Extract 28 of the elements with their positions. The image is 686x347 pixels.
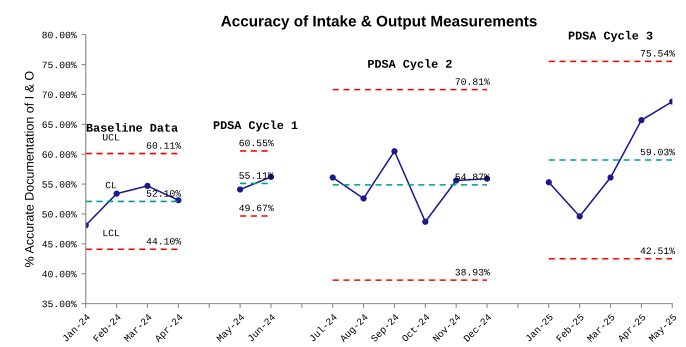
y-tick-label: 70.00% [42, 91, 77, 98]
annotation: PDSA Cycle 2 [368, 59, 452, 70]
y-tick-label: 35.00% [42, 300, 77, 308]
annotation: 60.11% [146, 142, 182, 149]
chart-title: Accuracy of Intake & Output Measurements [221, 15, 537, 30]
y-tick-label: 75.00% [42, 62, 77, 68]
annotation: UCL [102, 134, 120, 141]
annotation: 42.51% [640, 247, 676, 254]
annotation: CL [106, 182, 116, 188]
annotation: PDSA Cycle 1 [214, 120, 298, 132]
y-tick-label: 40.00% [42, 270, 77, 278]
y-tick-label: 65.00% [42, 121, 77, 128]
y-tick-label: 50.00% [42, 211, 77, 218]
annotation: 60.55% [239, 140, 274, 146]
y-tick-label: 45.00% [42, 240, 77, 248]
y-tick-label: 80.00% [42, 32, 77, 38]
y-tick-label: 55.00% [42, 181, 77, 188]
annotation: PDSA Cycle 3 [568, 30, 652, 42]
y-axis-title: % Accurate Documentation of I & O [24, 71, 34, 268]
annotation: 59.03% [640, 148, 676, 156]
annotation: Baseline Data [86, 123, 178, 132]
annotation: 38.93% [455, 268, 490, 276]
annotation: 44.10% [146, 238, 182, 245]
annotation: 70.81% [456, 78, 490, 85]
annotation: 49.67% [239, 204, 274, 212]
y-tick-label: 60.00% [42, 151, 77, 158]
annotation: 75.54% [640, 50, 676, 57]
annotation: LCL [103, 230, 120, 236]
